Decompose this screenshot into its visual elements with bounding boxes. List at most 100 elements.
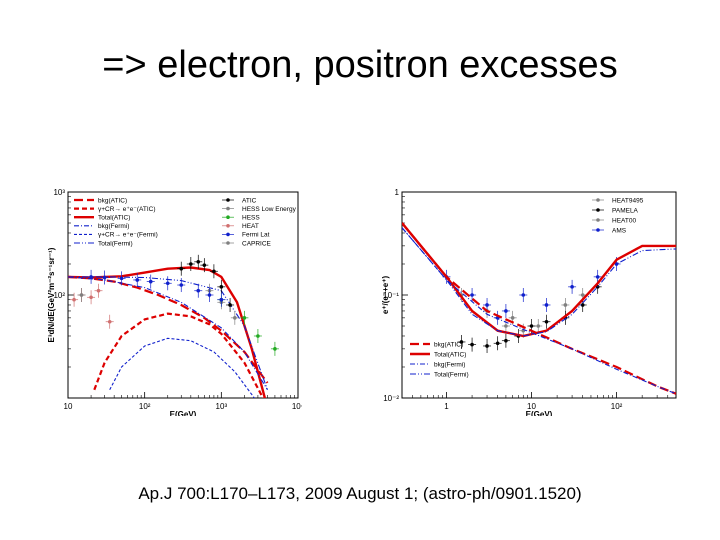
data-point bbox=[72, 297, 76, 302]
data-point bbox=[595, 275, 600, 279]
data-point bbox=[148, 279, 153, 284]
data-point bbox=[529, 324, 534, 328]
legend-swatch bbox=[596, 228, 600, 232]
data-point bbox=[96, 288, 101, 293]
legend-swatch bbox=[226, 215, 230, 219]
data-point bbox=[242, 316, 247, 320]
x-tick-label: 10 bbox=[527, 402, 536, 411]
data-point bbox=[119, 276, 124, 281]
y-tick-label: 10⁻² bbox=[383, 394, 399, 403]
data-point bbox=[470, 293, 474, 297]
data-point bbox=[79, 293, 84, 297]
legend-entry: AMS bbox=[612, 227, 627, 234]
series-line bbox=[402, 222, 676, 338]
legend-entry: bkg(ATIC) bbox=[98, 197, 127, 204]
x-tick-label: 1 bbox=[444, 402, 449, 411]
x-tick-label: 10⁴ bbox=[292, 402, 302, 411]
legend-entry: γ+CR→ e⁺e⁻(ATIC) bbox=[98, 206, 155, 213]
plot-frame bbox=[67, 191, 299, 399]
data-point bbox=[580, 293, 585, 297]
data-point bbox=[165, 281, 170, 286]
data-point bbox=[228, 303, 232, 307]
data-point bbox=[233, 316, 237, 320]
data-point bbox=[207, 293, 212, 297]
data-point bbox=[495, 341, 500, 346]
legend-swatch bbox=[596, 198, 600, 202]
y-axis-label: e⁺/(e⁻+e⁺) bbox=[381, 276, 390, 315]
x-tick-label: 10 bbox=[64, 402, 73, 411]
legend-entry: HEAT bbox=[242, 223, 259, 230]
series-line bbox=[402, 222, 676, 395]
data-point bbox=[504, 324, 508, 328]
legend-entry: HESS bbox=[242, 215, 260, 222]
legend-entry: HEAT9495 bbox=[612, 197, 644, 204]
data-point bbox=[102, 275, 107, 280]
y-axis-label: E³dN/dE(GeV²m⁻²s⁻¹sr⁻¹) bbox=[47, 247, 56, 342]
data-point bbox=[485, 344, 489, 348]
legend-entry: Total(ATIC) bbox=[98, 215, 130, 222]
legend-entry: PAMELA bbox=[612, 207, 639, 214]
legend-swatch bbox=[226, 198, 230, 202]
legend-entry: CAPRICE bbox=[242, 240, 272, 247]
legend-swatch bbox=[226, 206, 230, 211]
legend-entry: HESS Low Energy bbox=[242, 206, 297, 213]
data-point bbox=[219, 285, 224, 289]
plot-area bbox=[402, 222, 676, 395]
series-line bbox=[93, 312, 264, 398]
data-point bbox=[89, 275, 93, 279]
x-axis-label: E(GeV) bbox=[526, 410, 553, 416]
series-line bbox=[402, 227, 676, 337]
legend-swatch bbox=[226, 224, 230, 228]
series-line bbox=[402, 227, 676, 395]
legend-entry: Fermi Lat bbox=[242, 232, 270, 239]
data-point bbox=[544, 319, 549, 324]
y-tick-label: 10³ bbox=[53, 188, 65, 197]
data-point bbox=[563, 303, 568, 307]
slide-title: => electron, positron excesses bbox=[102, 44, 618, 86]
data-point bbox=[196, 288, 201, 293]
x-tick-label: 10³ bbox=[216, 402, 228, 411]
legend-entry: ATIC bbox=[242, 197, 257, 204]
citation: Ap.J 700:L170–L173, 2009 August 1; (astr… bbox=[138, 484, 582, 503]
data-point bbox=[59, 275, 63, 279]
plot-frame bbox=[401, 191, 677, 399]
data-point bbox=[219, 297, 224, 302]
legend-swatch bbox=[226, 241, 230, 245]
data-point bbox=[485, 303, 489, 307]
series-line bbox=[68, 276, 268, 391]
data-point bbox=[544, 303, 549, 307]
legend-entry: γ+CR→ e⁺e⁻(Fermi) bbox=[98, 232, 158, 239]
legend-entry: Total(Fermi) bbox=[98, 240, 133, 247]
data-point bbox=[179, 283, 184, 287]
data-point bbox=[510, 316, 515, 320]
x-axis-label: E(GeV) bbox=[170, 410, 197, 416]
data-point bbox=[189, 262, 193, 266]
series-line bbox=[109, 337, 256, 398]
data-point bbox=[135, 278, 140, 282]
data-point bbox=[89, 295, 93, 300]
data-point bbox=[504, 338, 508, 343]
legend-entry: bkg(Fermi) bbox=[98, 223, 129, 230]
y-tick-label: 10² bbox=[53, 291, 65, 300]
data-point bbox=[536, 324, 541, 328]
data-point bbox=[179, 266, 184, 271]
data-point bbox=[107, 319, 112, 324]
data-point bbox=[521, 293, 526, 297]
legend-swatch bbox=[596, 208, 600, 212]
legend-swatch bbox=[596, 218, 600, 222]
legend-entry: HEAT00 bbox=[612, 217, 636, 224]
data-point bbox=[459, 340, 464, 344]
data-point bbox=[470, 342, 474, 347]
legend-entry: bkg(Fermi) bbox=[434, 361, 465, 368]
legend-entry: bkg(ATIC) bbox=[434, 341, 463, 348]
data-point bbox=[580, 303, 585, 307]
legend-swatch bbox=[226, 232, 230, 237]
data-point bbox=[196, 260, 201, 264]
data-point bbox=[570, 285, 574, 289]
x-tick-label: 10² bbox=[139, 402, 151, 411]
data-point bbox=[256, 334, 260, 338]
data-point bbox=[273, 347, 277, 351]
data-point bbox=[504, 309, 508, 313]
plot-area bbox=[59, 254, 279, 398]
x-tick-label: 10² bbox=[611, 402, 623, 411]
